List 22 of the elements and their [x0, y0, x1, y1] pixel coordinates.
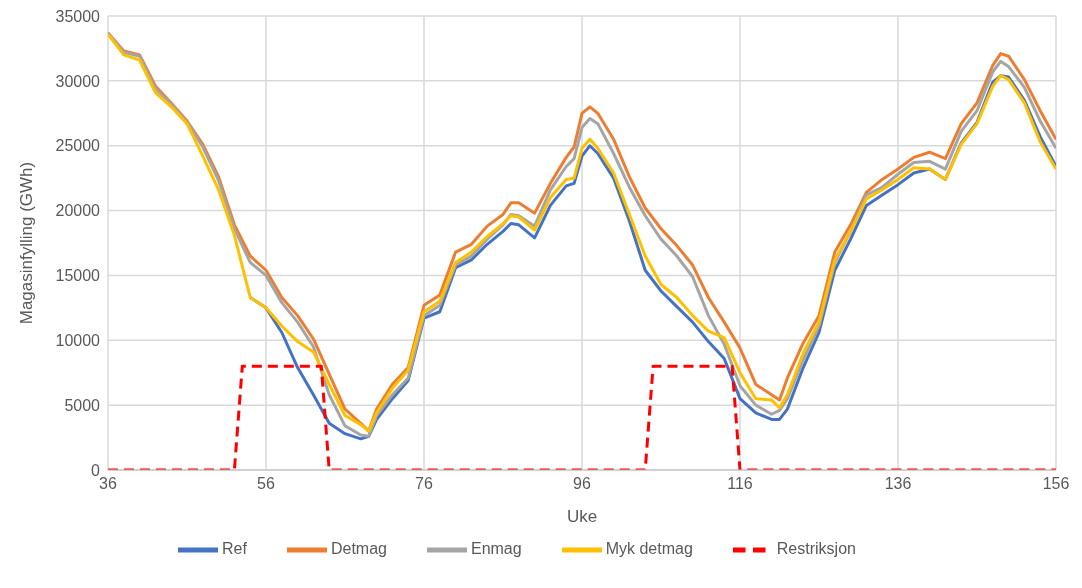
y-tick-label: 0 — [91, 461, 101, 479]
y-axis-title: Magasinfylling (GWh) — [17, 161, 37, 325]
legend-label: Detmag — [330, 540, 387, 558]
y-tick-label: 15000 — [55, 267, 101, 285]
y-tick-label: 20000 — [55, 202, 101, 220]
x-tick-label: 156 — [1042, 475, 1070, 493]
x-axis-title: Uke — [566, 507, 598, 526]
x-tick-label: 136 — [884, 475, 912, 493]
y-tick-label: 30000 — [55, 72, 101, 90]
x-tick-label: 76 — [415, 475, 433, 493]
legend-label: Restriksjon — [776, 540, 856, 558]
legend-label: Myk detmag — [605, 540, 693, 558]
x-tick-label: 96 — [573, 475, 591, 493]
y-tick-label: 5000 — [64, 396, 101, 414]
x-tick-label: 116 — [727, 475, 753, 493]
x-tick-label: 56 — [257, 475, 275, 493]
y-tick-label: 25000 — [55, 137, 101, 155]
x-tick-label: 36 — [99, 475, 117, 493]
y-tick-label: 35000 — [55, 7, 101, 25]
legend-label: Ref — [222, 540, 247, 558]
y-tick-label: 10000 — [55, 331, 101, 349]
legend-label: Enmag — [470, 540, 522, 558]
